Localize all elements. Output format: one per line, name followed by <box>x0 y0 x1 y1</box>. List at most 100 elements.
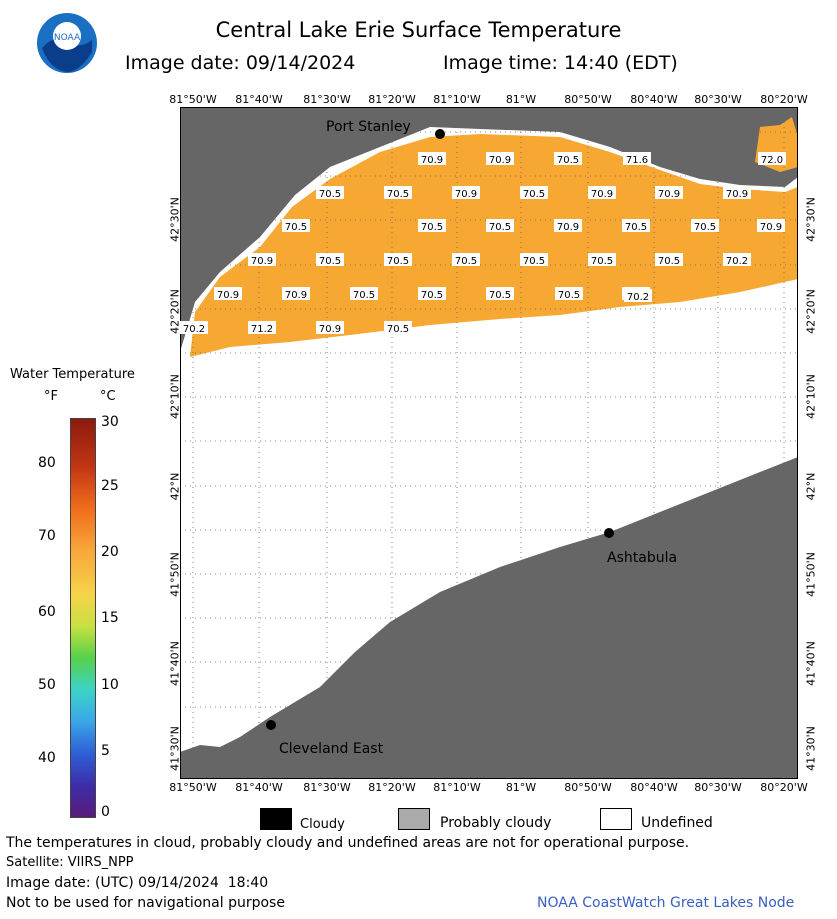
temperature-label: 70.9 <box>757 219 785 233</box>
graticule <box>180 107 798 779</box>
lat-label: 42°30'N <box>804 197 818 242</box>
temperature-label: 70.9 <box>554 219 582 233</box>
image-date: Image date: 09/14/2024 <box>125 52 356 74</box>
lon-label: 81°W <box>505 781 537 794</box>
temperature-label: 70.9 <box>588 186 616 200</box>
svg-text:70.9: 70.9 <box>658 189 680 200</box>
svg-text:71.6: 71.6 <box>626 155 648 166</box>
colorbar-unit-f: °F <box>44 389 58 404</box>
temperature-label: 70.5 <box>316 186 344 200</box>
lon-label: 80°30'W <box>694 93 742 106</box>
temperature-label: 70.5 <box>554 152 582 166</box>
lat-label: 42°N <box>804 472 818 501</box>
svg-text:70.5: 70.5 <box>489 222 511 233</box>
lon-label: 80°30'W <box>694 781 742 794</box>
cloudy-swatch <box>260 808 292 830</box>
temperature-label: 70.2 <box>180 321 208 335</box>
svg-text:70.9: 70.9 <box>726 189 748 200</box>
temperature-label: 70.9 <box>655 186 683 200</box>
svg-text:70.5: 70.5 <box>285 222 307 233</box>
lat-label: 41°50'N <box>804 552 818 597</box>
svg-text:70.9: 70.9 <box>217 290 239 301</box>
lon-label: 80°50'W <box>564 781 612 794</box>
map-frame <box>180 107 798 779</box>
temperature-label: 70.5 <box>520 253 548 267</box>
svg-text:70.9: 70.9 <box>489 155 511 166</box>
temperature-label: 72.0 <box>758 152 786 166</box>
probably-cloudy-swatch <box>398 808 430 830</box>
colorbar-unit-c: °C <box>100 389 116 404</box>
ashtabula-label: Ashtabula <box>607 550 677 566</box>
svg-text:70.5: 70.5 <box>353 290 375 301</box>
lon-label: 80°50'W <box>564 93 612 106</box>
lat-label: 42°10'N <box>804 374 818 419</box>
colorbar-title: Water Temperature <box>10 367 135 382</box>
port-stanley-label: Port Stanley <box>326 119 411 135</box>
lon-label: 81°30'W <box>303 781 351 794</box>
svg-text:70.5: 70.5 <box>421 290 443 301</box>
svg-text:70.5: 70.5 <box>319 189 341 200</box>
lon-label: 81°10'W <box>433 781 481 794</box>
temperature-label: 71.2 <box>248 321 276 335</box>
satellite-info: Satellite: VIIRS_NPP <box>6 855 134 870</box>
lat-label: 41°30'N <box>804 726 818 771</box>
svg-text:70.9: 70.9 <box>760 222 782 233</box>
lon-label: 81°20'W <box>368 93 416 106</box>
temperature-label: 70.9 <box>248 253 276 267</box>
lon-label: 81°30'W <box>303 93 351 106</box>
svg-text:70.5: 70.5 <box>387 324 409 335</box>
port-stanley-marker <box>435 129 445 139</box>
c-tick: 25 <box>101 478 119 494</box>
temperature-label: 70.9 <box>282 287 310 301</box>
ashtabula-marker <box>604 528 614 538</box>
f-tick: 50 <box>38 677 56 693</box>
lon-label: 80°40'W <box>630 93 678 106</box>
temperature-label: 70.5 <box>655 253 683 267</box>
svg-text:70.5: 70.5 <box>319 256 341 267</box>
c-tick: 5 <box>101 743 110 759</box>
temperature-labels: 70.9 70.9 70.5 71.6 72.0 70.5 70.5 70.9 70.5 70.9… <box>180 152 786 335</box>
c-tick: 15 <box>101 610 119 626</box>
svg-text:70.5: 70.5 <box>625 222 647 233</box>
temperature-label: 70.9 <box>214 287 242 301</box>
svg-text:70.2: 70.2 <box>627 292 649 303</box>
probably-cloudy-label: Probably cloudy <box>440 815 552 831</box>
temperature-label: 70.5 <box>486 219 514 233</box>
svg-text:70.5: 70.5 <box>421 222 443 233</box>
temperature-label: 70.9 <box>723 186 751 200</box>
svg-text:70.9: 70.9 <box>591 189 613 200</box>
c-tick: 10 <box>101 677 119 693</box>
f-tick: 40 <box>38 750 56 766</box>
north-shore-land <box>180 107 798 352</box>
temperature-label: 70.5 <box>384 186 412 200</box>
svg-text:72.0: 72.0 <box>761 155 783 166</box>
nav-warning: Not to be used for navigational purpose <box>6 895 285 911</box>
c-tick: 30 <box>101 414 119 430</box>
temperature-label: 70.9 <box>418 152 446 166</box>
undefined-swatch <box>600 808 632 830</box>
temperature-label: 70.5 <box>622 219 650 233</box>
cleveland-east-marker <box>266 720 276 730</box>
svg-text:70.2: 70.2 <box>183 324 205 335</box>
temperature-label: 70.9 <box>452 186 480 200</box>
svg-text:71.2: 71.2 <box>251 324 273 335</box>
lake-map: Port Stanley Ashtabula Cleveland East 70… <box>180 107 798 779</box>
svg-text:70.9: 70.9 <box>251 256 273 267</box>
undefined-label: Undefined <box>641 815 713 831</box>
disclaimer: The temperatures in cloud, probably clou… <box>6 835 690 851</box>
lon-label: 80°20'W <box>760 93 808 106</box>
noaa-logo: NOAA <box>36 12 98 74</box>
credit: NOAA CoastWatch Great Lakes Node <box>537 895 795 911</box>
temperature-label: 70.5 <box>418 219 446 233</box>
temperature-label: 70.2 <box>723 253 751 267</box>
temperature-label: 70.5 <box>452 253 480 267</box>
c-tick: 20 <box>101 544 119 560</box>
logo-text: NOAA <box>54 33 81 43</box>
lon-label: 81°50'W <box>169 93 217 106</box>
temperature-label: 70.9 <box>316 321 344 335</box>
lon-label: 80°40'W <box>630 781 678 794</box>
lon-label: 80°20'W <box>760 781 808 794</box>
temperature-label: 70.5 <box>691 219 719 233</box>
lon-label: 81°20'W <box>368 781 416 794</box>
svg-text:70.9: 70.9 <box>319 324 341 335</box>
